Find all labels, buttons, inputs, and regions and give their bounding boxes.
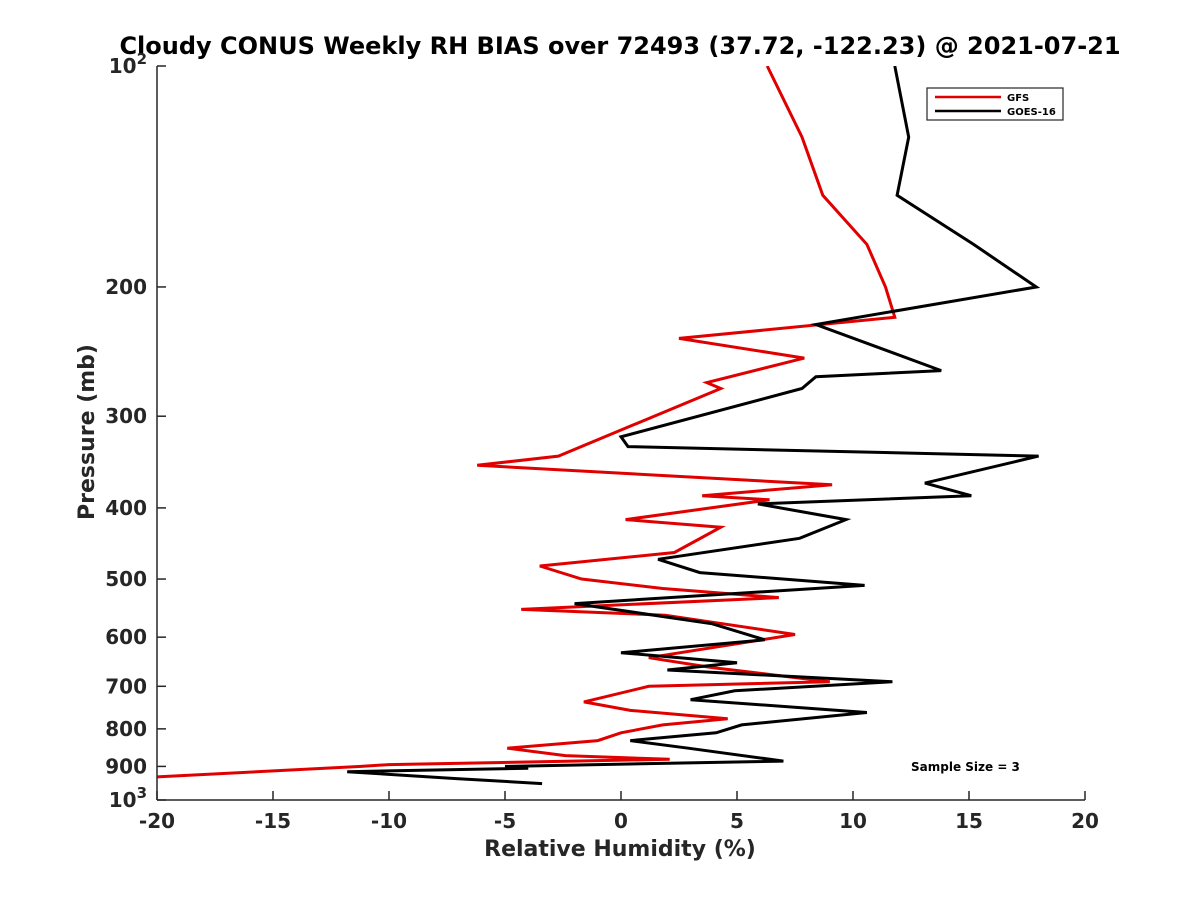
plot-area xyxy=(157,66,1041,786)
y-axis-label: Pressure (mb) xyxy=(75,344,100,520)
y-tick-label: 800 xyxy=(105,717,147,741)
legend: GFS GOES-16 xyxy=(926,87,1064,121)
x-tick-label: 10 xyxy=(839,809,867,833)
x-tick-label: -20 xyxy=(139,809,175,833)
legend-entry-label: GFS xyxy=(1007,93,1029,104)
x-tick-label: -10 xyxy=(371,809,407,833)
legend-box xyxy=(926,87,1064,121)
y-tick-label: 102 xyxy=(109,50,147,78)
x-tick-label: 20 xyxy=(1071,809,1099,833)
y-tick-label: 103 xyxy=(109,784,147,812)
series-line-goes-16 xyxy=(347,66,1041,786)
y-tick-label: 600 xyxy=(105,625,147,649)
legend-entry-label: GOES-16 xyxy=(1007,107,1056,118)
x-tick-label: 5 xyxy=(730,809,744,833)
y-tick-label: 200 xyxy=(105,275,147,299)
y-tick-label: 900 xyxy=(105,754,147,778)
y-tick-label: 400 xyxy=(105,496,147,520)
x-tick-label: -5 xyxy=(494,809,516,833)
y-tick-label: 700 xyxy=(105,674,147,698)
x-axis-label: Relative Humidity (%) xyxy=(484,837,756,862)
sample-size-annotation: Sample Size = 3 xyxy=(911,760,1020,774)
x-tick-label: 15 xyxy=(955,809,983,833)
x-tick-label: 0 xyxy=(614,809,628,833)
axes: -20 -15 -10 -5 0 5 10 15 20 102 200 300 400 500 600 700… xyxy=(105,50,1099,833)
series-line-gfs xyxy=(157,66,897,779)
y-tick-label: 300 xyxy=(105,404,147,428)
x-tick-label: -15 xyxy=(255,809,291,833)
chart-title: Cloudy CONUS Weekly RH BIAS over 72493 (… xyxy=(119,32,1120,60)
y-tick-label: 500 xyxy=(105,567,147,591)
